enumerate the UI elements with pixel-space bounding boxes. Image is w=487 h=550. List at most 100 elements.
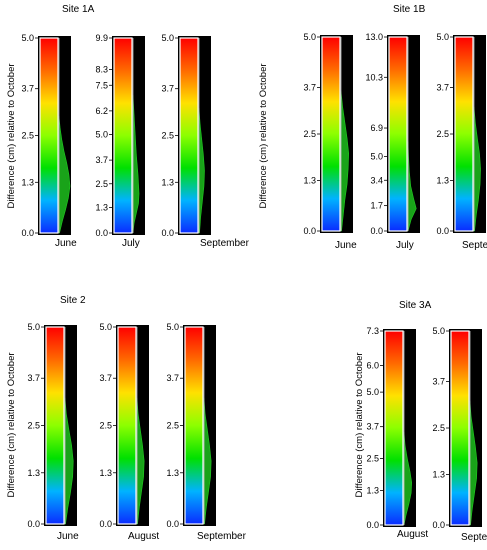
distribution-profile — [198, 108, 205, 234]
panel-label: July — [122, 238, 140, 249]
tick-label: 5.0 — [99, 322, 112, 332]
tick-label: 3.7 — [432, 376, 445, 386]
colorbar — [454, 36, 474, 232]
tick-label: 0.0 — [366, 520, 379, 530]
colorbar — [117, 326, 137, 525]
tick-label: 5.0 — [370, 151, 383, 161]
tick-label: 6.9 — [370, 123, 383, 133]
tick-label: 5.0 — [95, 130, 108, 140]
tick-label: 2.5 — [436, 129, 449, 139]
tick-label: 10.3 — [365, 72, 383, 82]
panel-label: September — [200, 238, 250, 249]
panel-label: June — [57, 531, 79, 542]
tick-label: 3.7 — [95, 155, 108, 165]
tick-label: 0.0 — [161, 228, 174, 238]
panel: 0.0 1.3 2.5 3.7 5.0 September — [161, 33, 249, 249]
tick-label: 1.3 — [95, 202, 108, 212]
tick-label: 0.0 — [21, 228, 34, 238]
panel-label: June — [335, 240, 357, 251]
distribution-profile — [58, 115, 71, 234]
tick-label: 1.3 — [436, 176, 449, 186]
tick-label: 5.0 — [166, 322, 179, 332]
panel-label: June — [55, 238, 77, 249]
y-axis-label: Difference (cm) relative to October — [6, 63, 17, 208]
panel-label: September — [461, 532, 487, 543]
tick-label: 0.0 — [370, 226, 383, 236]
panel: 0.0 1.7 3.4 5.0 6.9 10.3 13.0 July — [365, 32, 420, 251]
tick-label: 3.7 — [21, 84, 34, 94]
colorbar — [184, 326, 204, 525]
site-title: Site 1B — [393, 4, 426, 15]
panel-label: July — [396, 240, 414, 251]
tick-label: 3.7 — [366, 422, 379, 432]
panel: 0.0 1.3 2.5 3.7 5.0 6.0 7.3 August — [366, 326, 428, 540]
tick-label: 0.0 — [99, 519, 112, 529]
tick-label: 2.5 — [95, 179, 108, 189]
distribution-profile — [203, 397, 212, 525]
tick-label: 2.5 — [21, 131, 34, 141]
tick-label: 3.4 — [370, 175, 383, 185]
colorbar — [450, 330, 470, 526]
panel: 0.0 1.3 2.5 3.7 5.0 June — [21, 33, 77, 249]
site-group: Site 1A Difference (cm) relative to Octob… — [6, 4, 250, 249]
tick-label: 5.0 — [303, 32, 316, 42]
tick-label: 1.3 — [27, 468, 40, 478]
site-title: Site 2 — [60, 295, 86, 306]
tick-label: 0.0 — [27, 519, 40, 529]
tick-label: 3.7 — [436, 82, 449, 92]
tick-label: 0.0 — [95, 228, 108, 238]
colorbar — [321, 36, 341, 232]
tick-label: 5.0 — [366, 387, 379, 397]
colorbar — [388, 36, 408, 232]
tick-label: 1.3 — [432, 470, 445, 480]
panel: 0.0 1.3 2.5 3.7 5.0 September — [166, 322, 246, 542]
tick-label: 6.0 — [366, 361, 379, 371]
tick-label: 5.0 — [27, 322, 40, 332]
y-axis-label: Difference (cm) relative to October — [354, 352, 365, 497]
panel: 0.0 1.3 2.5 3.7 5.0 August — [99, 322, 159, 542]
tick-label: 1.3 — [161, 177, 174, 187]
tick-label: 0.0 — [432, 520, 445, 530]
tick-label: 0.0 — [436, 226, 449, 236]
tick-label: 1.7 — [370, 201, 383, 211]
site-title: Site 1A — [62, 4, 95, 15]
tick-label: 2.5 — [161, 131, 174, 141]
tick-label: 2.5 — [99, 421, 112, 431]
tick-label: 5.0 — [432, 326, 445, 336]
tick-label: 1.3 — [99, 468, 112, 478]
distribution-profile — [469, 400, 478, 526]
colorbar — [384, 330, 404, 526]
tick-label: 1.3 — [21, 177, 34, 187]
tick-label: 1.3 — [366, 485, 379, 495]
tick-label: 5.0 — [21, 33, 34, 43]
tick-label: 0.0 — [166, 519, 179, 529]
tick-label: 1.3 — [166, 468, 179, 478]
tick-label: 1.3 — [303, 176, 316, 186]
tick-label: 7.3 — [366, 326, 379, 336]
tick-label: 13.0 — [365, 32, 383, 42]
distribution-profile — [64, 397, 74, 525]
tick-label: 5.0 — [436, 32, 449, 42]
tick-label: 9.9 — [95, 33, 108, 43]
tick-label: 5.0 — [161, 33, 174, 43]
tick-label: 8.3 — [95, 65, 108, 75]
panel: 0.0 1.3 2.5 3.7 5.0 September — [436, 32, 487, 251]
distribution-profile — [473, 106, 481, 232]
tick-label: 3.7 — [27, 373, 40, 383]
tick-label: 2.5 — [27, 421, 40, 431]
tick-label: 3.7 — [99, 373, 112, 383]
site-title: Site 3A — [399, 300, 432, 311]
tick-label: 2.5 — [366, 454, 379, 464]
tick-label: 3.7 — [166, 373, 179, 383]
distribution-profile — [136, 397, 145, 525]
panel-label: August — [397, 529, 428, 540]
panel-label: August — [128, 531, 159, 542]
tick-label: 6.2 — [95, 106, 108, 116]
site-group: Site 2 Difference (cm) relative to Octobe… — [6, 295, 247, 542]
tick-label: 2.5 — [166, 421, 179, 431]
distribution-profile — [403, 431, 413, 526]
y-axis-label: Difference (cm) relative to October — [258, 63, 269, 208]
tick-label: 7.5 — [95, 80, 108, 90]
tick-label: 0.0 — [303, 226, 316, 236]
